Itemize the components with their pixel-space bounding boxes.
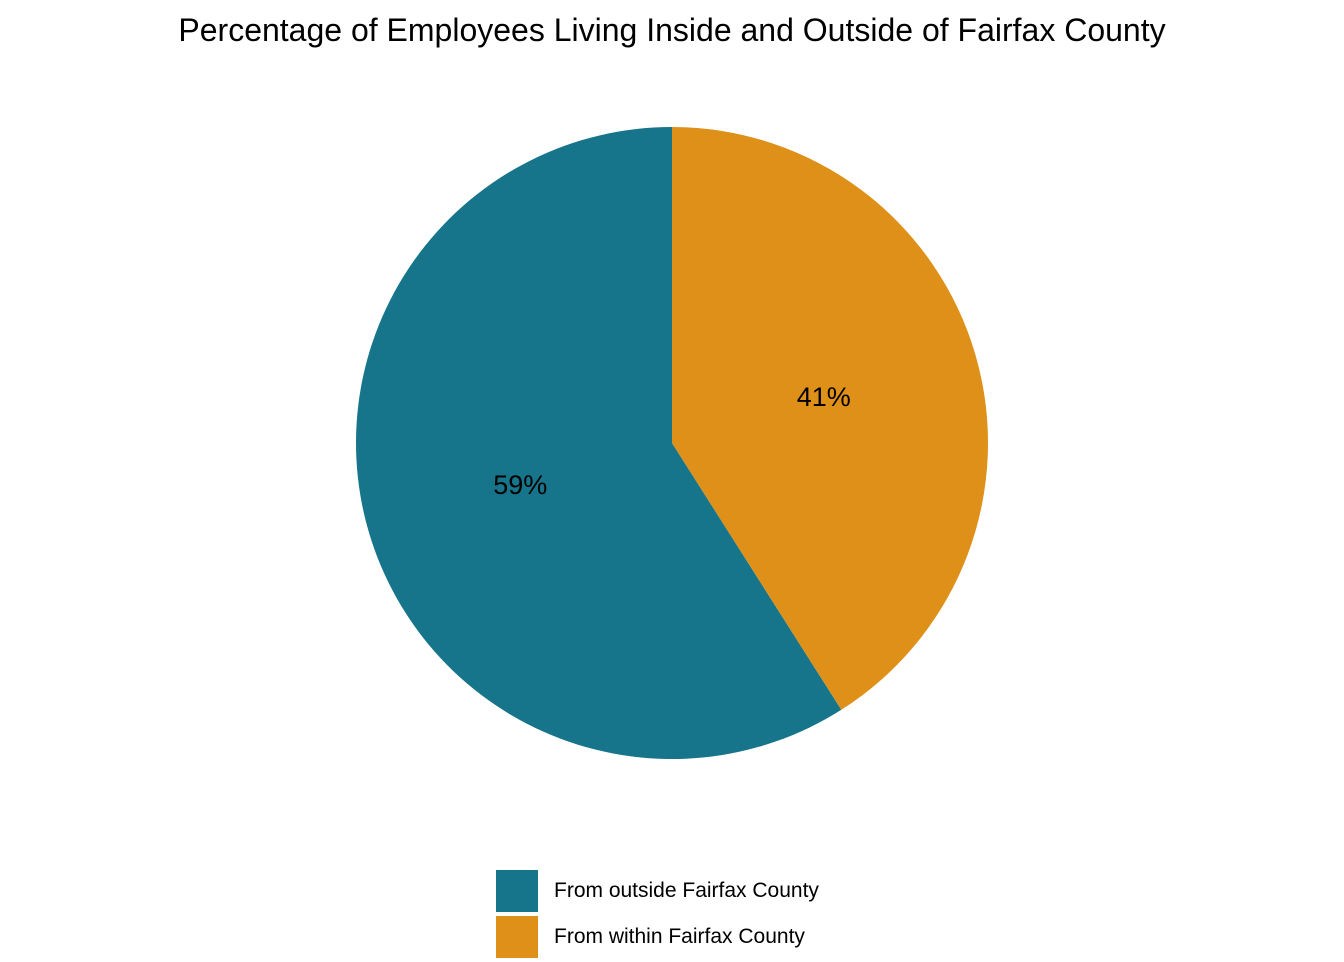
legend-item-outside: From outside Fairfax County — [496, 870, 819, 912]
pie-slice-within — [672, 127, 989, 710]
chart-title: Percentage of Employees Living Inside an… — [178, 12, 1166, 48]
legend-item-within: From within Fairfax County — [496, 916, 819, 958]
legend-label-outside: From outside Fairfax County — [554, 879, 819, 902]
legend-swatch-outside — [496, 870, 538, 912]
slice-label-within: 41% — [797, 382, 851, 412]
slice-label-outside: 59% — [493, 470, 547, 500]
legend: From outside Fairfax County From within … — [496, 870, 819, 962]
legend-swatch-within — [496, 916, 538, 958]
pie-slice-outside — [356, 127, 842, 759]
legend-label-within: From within Fairfax County — [554, 925, 805, 948]
